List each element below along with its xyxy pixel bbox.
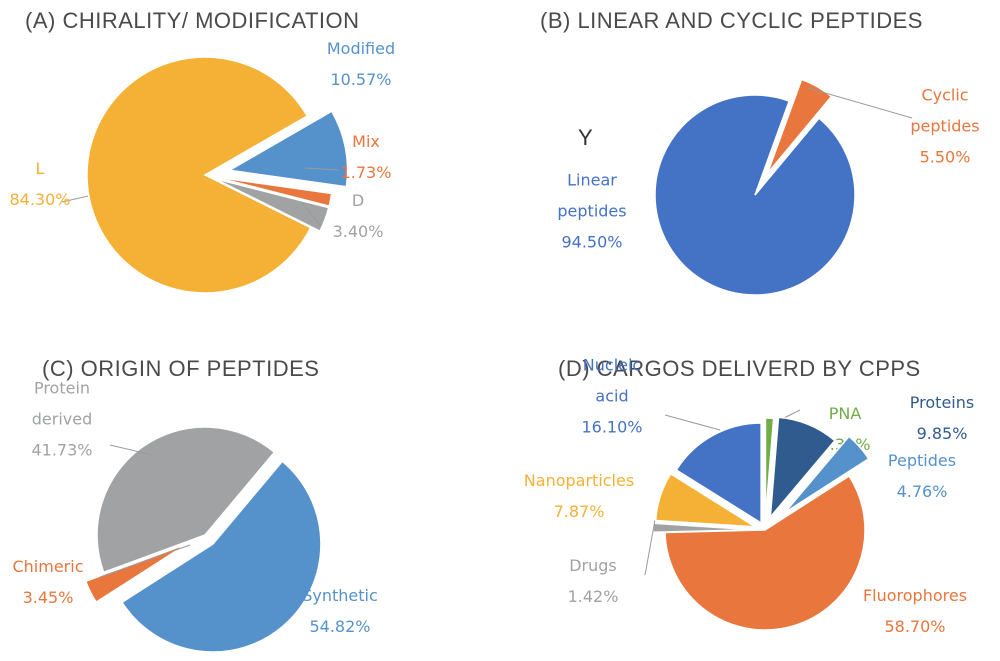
leader-line-mix <box>304 167 339 171</box>
slice-label-mix: Mix 1.73% <box>341 132 392 182</box>
leader-line-l <box>61 195 89 203</box>
pie-slice-l <box>86 56 312 294</box>
leader-line-d <box>301 202 321 226</box>
pie-slice-proteins <box>769 416 836 520</box>
pie-slice-nucleic-acid <box>675 422 762 525</box>
chart-panel-2: (B) LINEAR AND CYCLIC PEPTIDES Y Cyclic pep… <box>540 8 980 296</box>
leader-line-nucleic-acid <box>664 414 721 431</box>
slice-label-fluorophores: Fluorophores 58.70% <box>863 586 967 636</box>
slice-label-protein-derived: Protein derived 41.73% <box>31 379 92 460</box>
slice-label-cyclic-peptides: Cyclic peptides 5.50% <box>910 86 979 167</box>
pie-slice-d <box>214 177 330 233</box>
pie-slice-protein-derived <box>96 426 276 574</box>
chart-title: (A) CHIRALITY/ MODIFICATION <box>25 8 360 33</box>
pie-slice-nanoparticles <box>654 472 756 528</box>
slice-label-drugs: Drugs 1.42% <box>568 556 619 606</box>
chart-panel-3: (C) ORIGIN OF PEPTIDES Synthetic 54.82% Chi… <box>12 356 378 653</box>
pie-slice-peptides <box>783 435 870 514</box>
slice-label-linear-peptides: Linear peptides 94.50% <box>557 171 626 252</box>
leader-line-protein-derived <box>109 444 153 456</box>
pie-slice-cyclic-peptides <box>766 78 833 174</box>
pie-slice-mix <box>214 176 333 207</box>
slice-label-synthetic: Synthetic 54.82% <box>302 586 378 636</box>
pie-slice-chimeric <box>84 543 188 604</box>
slice-label-nucleic-acid: Nucleic acid 16.10% <box>581 356 642 437</box>
pie-slice-linear-peptides <box>654 94 856 296</box>
chart-panel-1: (A) CHIRALITY/ MODIFICATION Modified 10.57… <box>9 8 395 294</box>
leader-line-chimeric <box>99 544 191 578</box>
slice-label-modified: Modified 10.57% <box>327 39 395 89</box>
stray-text: Y <box>578 125 593 150</box>
chart-panel-4: (D) CARGOS DELIVERD BY CPPSPNA1.30%Prote… <box>524 356 974 637</box>
slice-label-peptides: Peptides 4.76% <box>888 451 956 501</box>
slice-label-l: L 84.30% <box>9 159 70 209</box>
chart-title: (D) CARGOS DELIVERD BY CPPS <box>558 356 921 381</box>
chart-title: (C) ORIGIN OF PEPTIDES <box>42 356 319 381</box>
pie-slice-pna <box>764 417 775 519</box>
leader-line-drugs <box>644 519 656 576</box>
chart-title: (B) LINEAR AND CYCLIC PEPTIDES <box>540 8 923 33</box>
slice-label-proteins: Proteins 9.85% <box>910 393 974 443</box>
slice-label-d: D 3.40% <box>333 191 384 241</box>
slice-label-chimeric: Chimeric 3.45% <box>12 557 83 607</box>
pie-slice-fluorophores <box>664 474 866 631</box>
leader-line-cyclic-peptides <box>807 87 913 119</box>
pie-slice-synthetic <box>120 460 322 653</box>
pie-slice-modified <box>227 110 349 188</box>
slice-label-nanoparticles: Nanoparticles 7.87% <box>524 471 634 521</box>
